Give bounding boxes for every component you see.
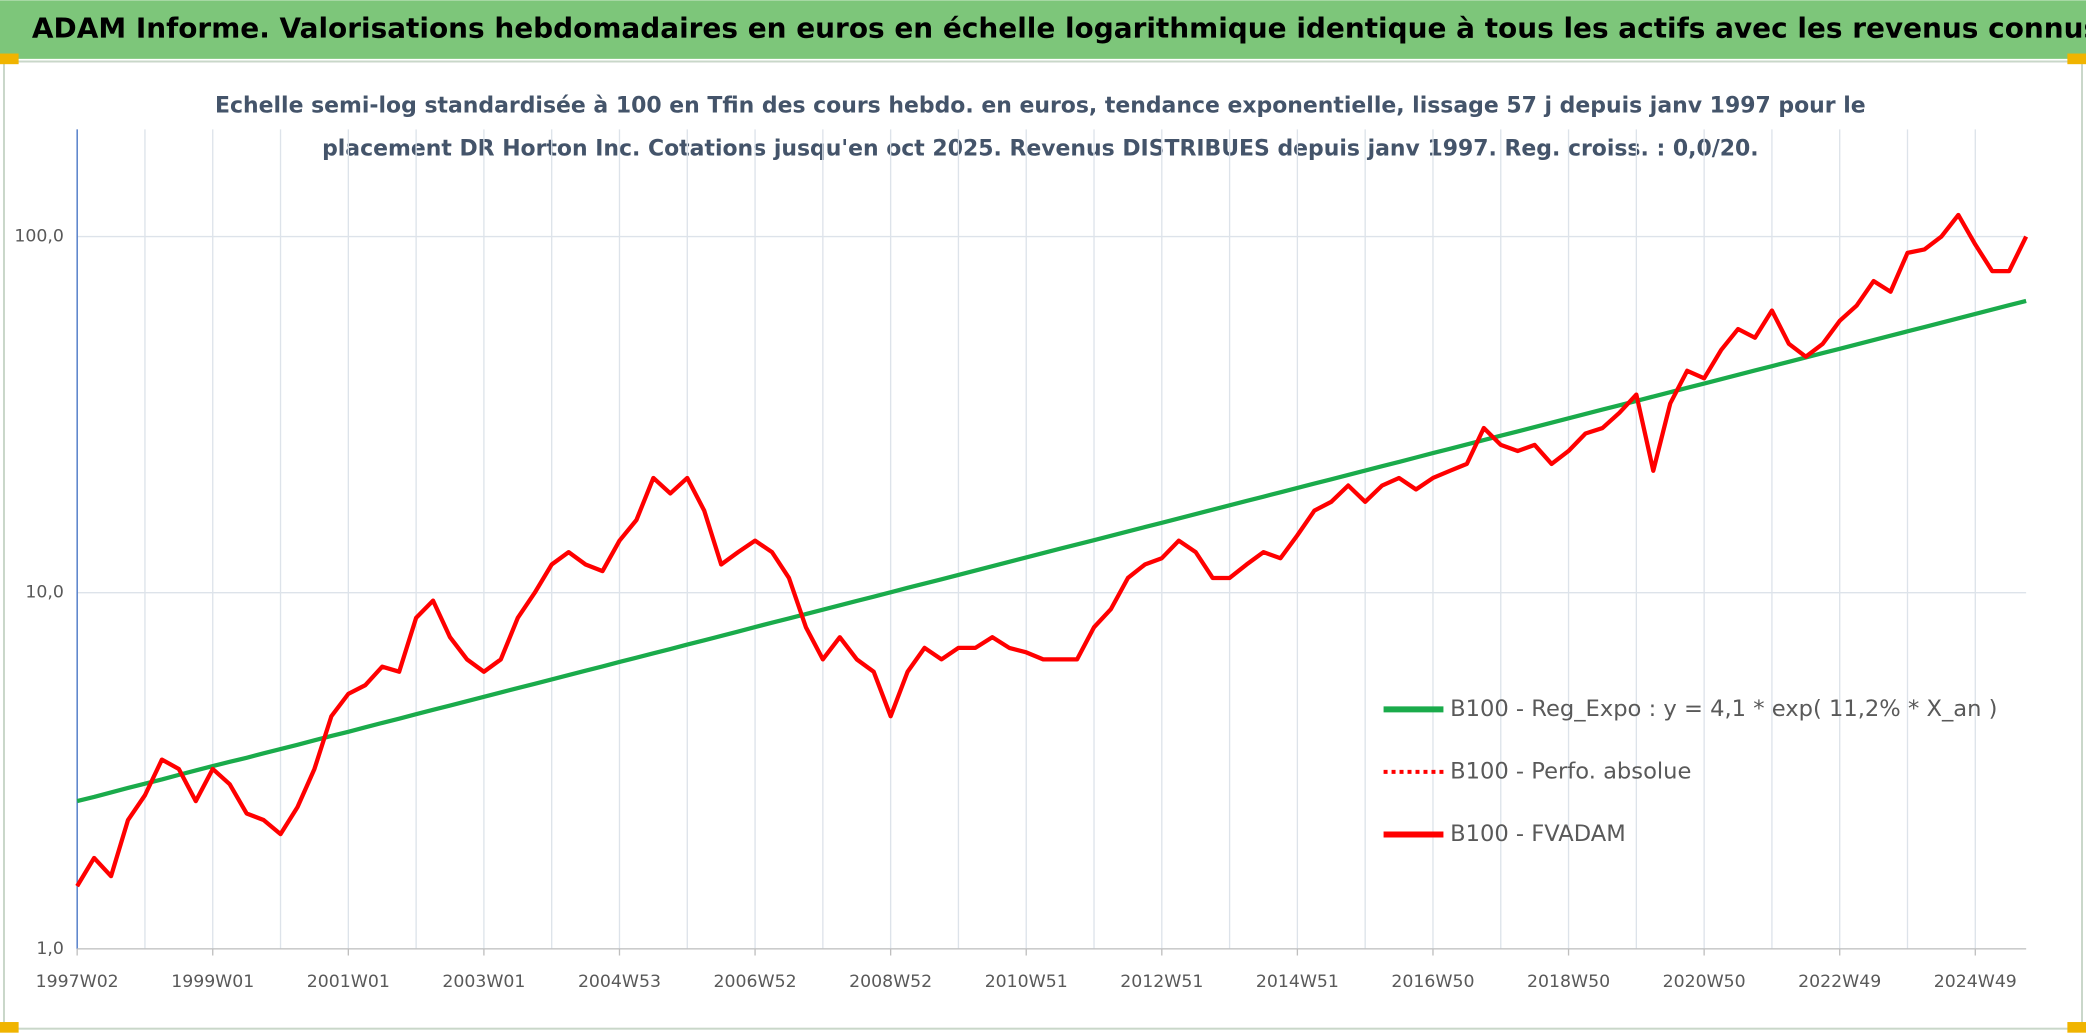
x-tick-label: 2022W49 [1798, 972, 1881, 992]
x-tick-label: 2006W52 [714, 972, 797, 992]
series-line [75, 212, 2029, 888]
x-tick-label: 2024W49 [1934, 972, 2017, 992]
legend-label: B100 - Perfo. absolue [1450, 758, 1691, 784]
y-tick-label: 100,0 [14, 227, 63, 247]
x-tick-label: 2016W50 [1391, 972, 1474, 992]
x-tick-label: 2001W01 [307, 972, 390, 992]
y-tick-label: 10,0 [25, 583, 63, 603]
x-tick-label: 1997W02 [36, 972, 119, 992]
chart-title: ADAM Informe. Valorisations hebdomadaire… [32, 12, 2086, 45]
x-tick-label: 2018W50 [1527, 972, 1610, 992]
corner [0, 53, 19, 65]
x-tick-label: 2014W51 [1256, 972, 1339, 992]
x-tick-label: 2020W50 [1663, 972, 1746, 992]
x-tick-label: 2003W01 [442, 972, 525, 992]
frame [2, 60, 2084, 1030]
legend-label: B100 - Reg_Expo : y = 4,1 * exp( 11,2% *… [1450, 696, 1997, 722]
corner [2067, 53, 2086, 65]
corner [2067, 1022, 2086, 1033]
chart-subtitle: Echelle semi-log standardisée à 100 en T… [215, 94, 1866, 119]
x-tick-label: 2004W53 [578, 972, 661, 992]
x-tick-label: 1999W01 [171, 972, 254, 992]
legend-label: B100 - FVADAM [1450, 821, 1626, 847]
y-tick-label: 1,0 [36, 939, 63, 959]
header-band [0, 0, 2086, 59]
corner [0, 1022, 19, 1033]
x-tick-label: 2012W51 [1120, 972, 1203, 992]
chart-subtitle: placement DR Horton Inc. Cotations jusqu… [322, 136, 1759, 161]
x-tick-label: 2008W52 [849, 972, 932, 992]
x-tick-label: 2010W51 [985, 972, 1068, 992]
series-line [76, 298, 2027, 804]
